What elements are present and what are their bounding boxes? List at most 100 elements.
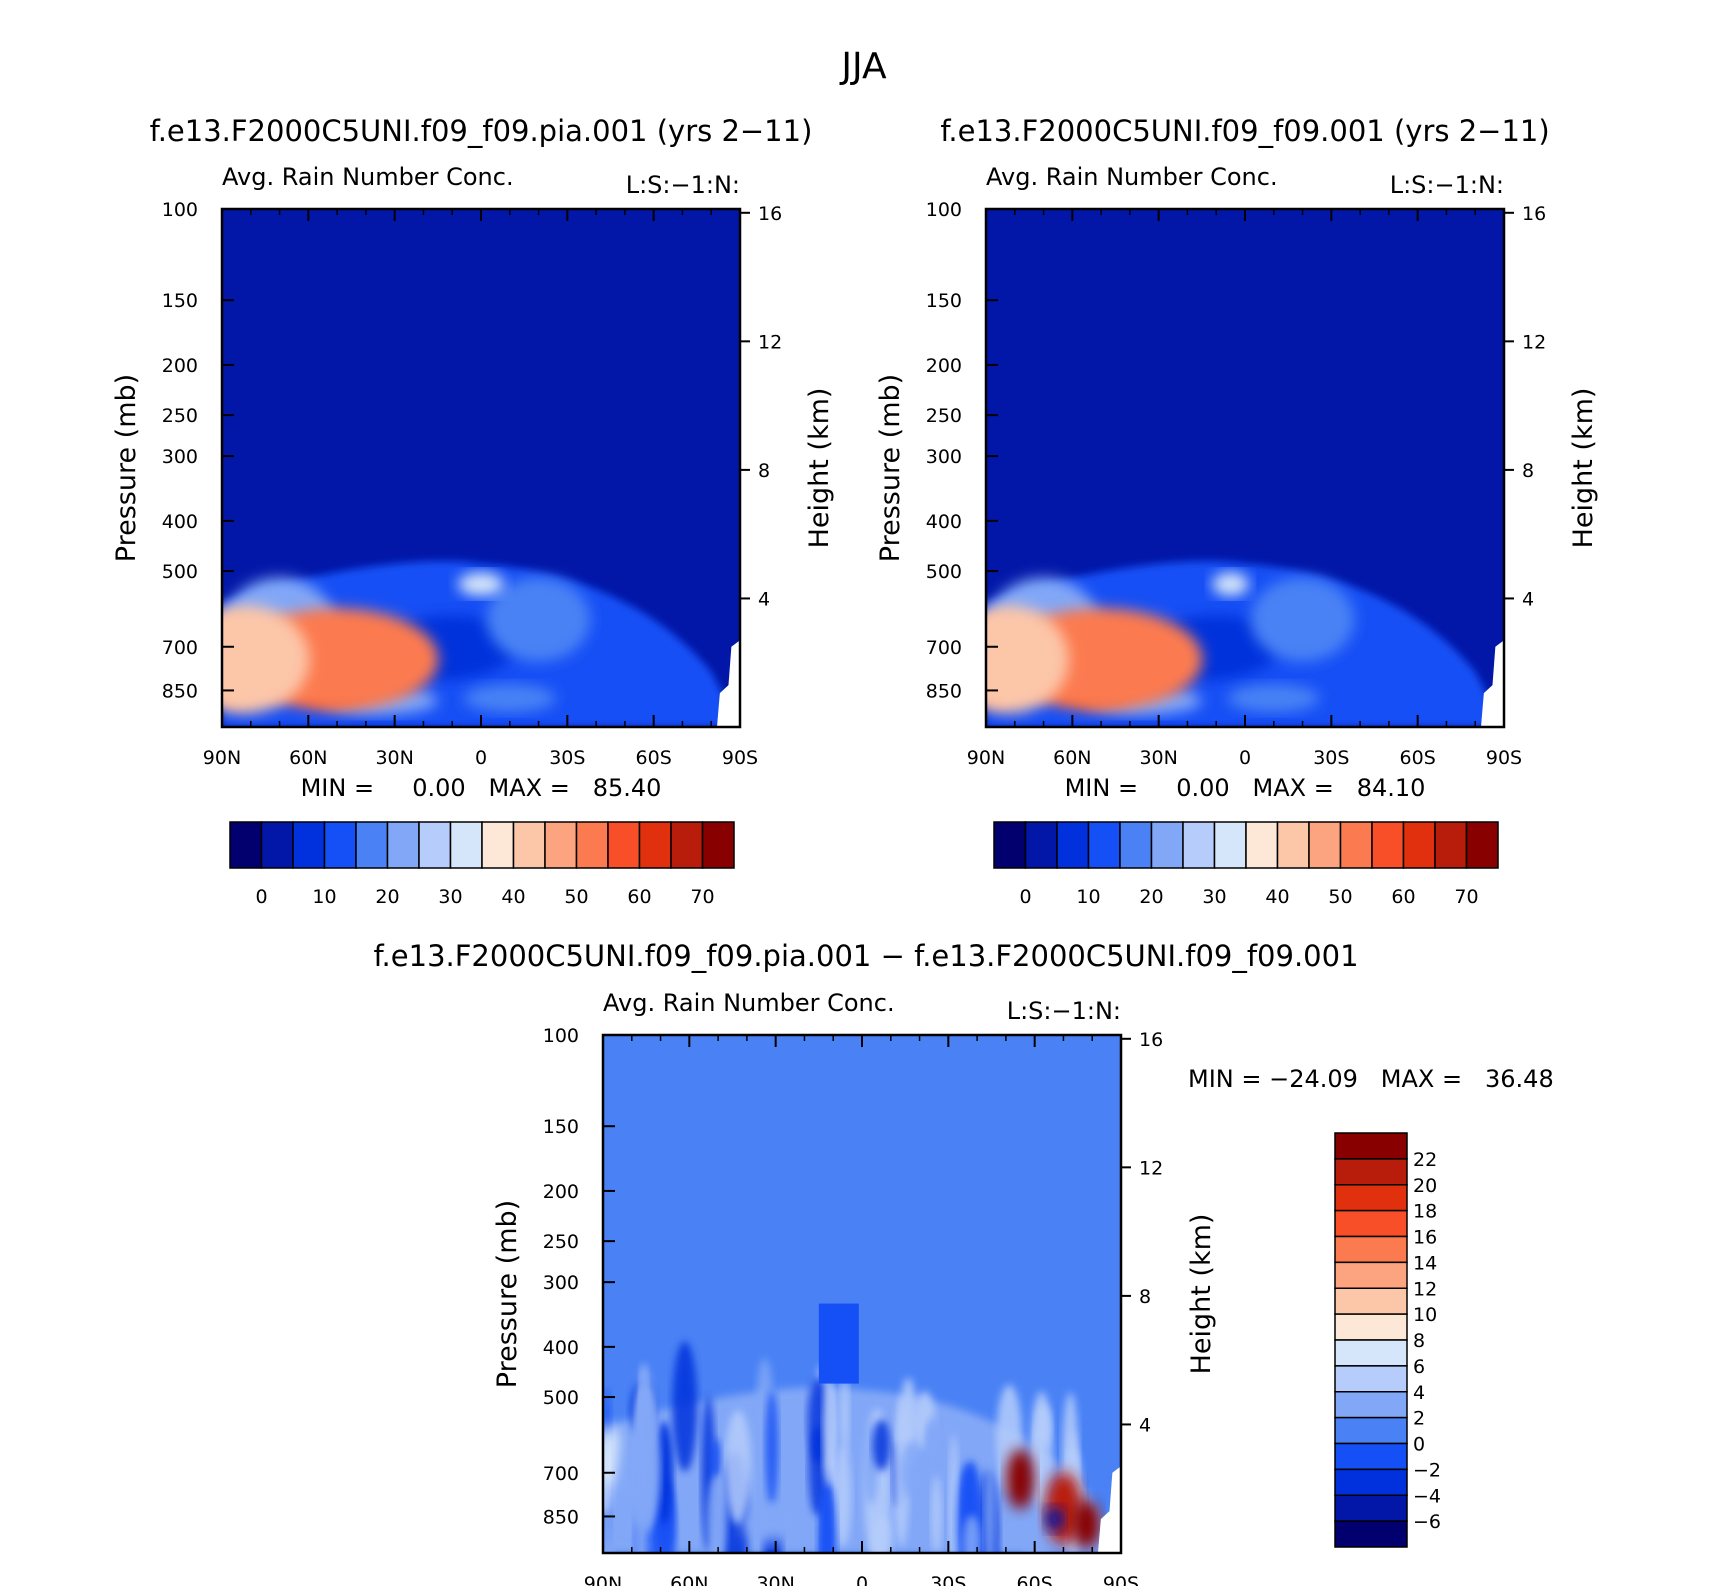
field-patch xyxy=(1033,1424,1043,1507)
y-tick-label: 300 xyxy=(162,446,198,468)
panel-right-colorbar: 0 10 20 30 40 50 60 70 xyxy=(993,821,1499,908)
field-patch xyxy=(984,1452,995,1553)
y-tick-label: 500 xyxy=(162,561,198,583)
panel-diff-units-label: L:S:−1:N: xyxy=(1007,997,1121,1025)
x-tick-label: 90N xyxy=(584,1573,622,1586)
y-tick-label: 300 xyxy=(543,1272,579,1294)
colorbar-swatch xyxy=(386,821,420,869)
colorbar-label: 50 xyxy=(1328,886,1352,908)
colorbar-swatch xyxy=(1334,1158,1408,1186)
field-patch xyxy=(672,1341,698,1472)
field-patch xyxy=(765,1390,779,1506)
field-patch xyxy=(706,1475,727,1553)
y-tick-label: 850 xyxy=(162,680,198,702)
field-feature xyxy=(1045,1507,1065,1532)
field-patch xyxy=(871,1515,893,1553)
colorbar-swatch xyxy=(1334,1287,1408,1315)
field-feature xyxy=(986,605,1069,714)
colorbar-label: −2 xyxy=(1413,1459,1441,1481)
y-right-tick-label: 12 xyxy=(758,331,782,353)
colorbar-label: 10 xyxy=(312,886,336,908)
field-patch xyxy=(724,1409,752,1525)
field-patch xyxy=(893,1396,910,1548)
field-patch xyxy=(920,1512,932,1553)
panel-diff-min-max: MIN = −24.09 MAX = 36.48 xyxy=(1188,1065,1554,1093)
colorbar-swatch xyxy=(1056,821,1090,869)
colorbar-label: 20 xyxy=(1413,1175,1437,1197)
field-patch xyxy=(818,1482,837,1553)
colorbar-swatch xyxy=(1334,1494,1408,1522)
colorbar-label: 40 xyxy=(1265,886,1289,908)
panel-right-ylabel-right: Height (km) xyxy=(1568,388,1599,549)
y-tick-label: 250 xyxy=(926,405,962,427)
missing-data-mask xyxy=(716,640,740,727)
field-patch xyxy=(1024,1498,1049,1553)
x-tick-label: 90N xyxy=(967,747,1005,769)
y-tick-label: 200 xyxy=(162,355,198,377)
y-tick-label: 150 xyxy=(162,290,198,312)
field-feature xyxy=(1072,1500,1101,1549)
colorbar-swatch xyxy=(1334,1261,1408,1289)
panel-left-axes: 90N 60N 30N 0 30S 60S 90S 100 150 200 250 300 400 500… xyxy=(162,199,782,769)
y-right-tick-label: 16 xyxy=(758,203,782,225)
field-patch xyxy=(1227,684,1320,713)
colorbar-swatch xyxy=(1276,821,1310,869)
figure-title: JJA xyxy=(839,46,887,87)
x-tick-label: 90S xyxy=(1103,1573,1139,1586)
x-tick-label: 60S xyxy=(1017,1573,1053,1586)
field-patch xyxy=(927,1415,942,1459)
colorbar-swatch xyxy=(1402,821,1436,869)
x-tick-label: 0 xyxy=(856,1573,868,1586)
panel-right-var-label: Avg. Rain Number Conc. xyxy=(986,163,1278,191)
panel-left-units-label: L:S:−1:N: xyxy=(626,171,740,199)
colorbar-swatch xyxy=(1334,1339,1408,1367)
colorbar-swatch xyxy=(1245,821,1279,869)
panel-diff-case-title: f.e13.F2000C5UNI.f09_f09.pia.001 − f.e13… xyxy=(373,939,1358,973)
field-patch xyxy=(948,1433,959,1553)
y-tick-label: 150 xyxy=(926,290,962,312)
field-patch xyxy=(822,1383,836,1487)
y-right-tick-label: 12 xyxy=(1522,331,1546,353)
y-right-tick-label: 8 xyxy=(1522,460,1534,482)
field-feature xyxy=(222,605,310,714)
field-patch xyxy=(834,1446,852,1547)
panel-left-colorbar: 0 10 20 30 40 50 60 70 xyxy=(229,821,735,908)
y-tick-label: 200 xyxy=(543,1181,579,1203)
panel-right-case-title: f.e13.F2000C5UNI.f09_f09.001 (yrs 2−11) xyxy=(940,114,1549,148)
colorbar-swatch xyxy=(1334,1520,1408,1548)
colorbar-swatch xyxy=(1334,1235,1408,1264)
panel-left: f.e13.F2000C5UNI.f09_f09.pia.001 (yrs 2−… xyxy=(111,114,835,908)
colorbar-swatch xyxy=(449,821,483,869)
y-tick-label: 300 xyxy=(926,446,962,468)
x-tick-label: 90N xyxy=(203,747,241,769)
colorbar-label: 20 xyxy=(375,886,399,908)
x-tick-label: 30S xyxy=(930,1573,966,1586)
field-feature xyxy=(742,1506,798,1543)
colorbar-swatch xyxy=(1182,821,1216,869)
colorbar-swatch xyxy=(1434,821,1468,869)
colorbar-swatch xyxy=(229,821,263,869)
field-patch xyxy=(840,1374,850,1458)
panel-right-plot xyxy=(986,209,1504,727)
colorbar-label: 20 xyxy=(1139,886,1163,908)
colorbar-label: 50 xyxy=(564,886,588,908)
y-tick-label: 500 xyxy=(926,561,962,583)
y-right-tick-label: 16 xyxy=(1522,203,1546,225)
colorbar-swatch xyxy=(323,821,357,869)
colorbar-swatch xyxy=(1087,821,1121,869)
panel-diff-axes: 90N 60N 30N 0 30S 60S 90S 100 150 200 250 300 400 500… xyxy=(543,1025,1163,1586)
panel-diff-ylabel: Pressure (mb) xyxy=(492,1200,523,1388)
panel-right-axes: 90N 60N 30N 0 30S 60S 90S 100 150 200 250 300 400 500… xyxy=(926,199,1546,769)
panel-left-min-max: MIN = 0.00 MAX = 85.40 xyxy=(301,774,662,802)
colorbar-swatch xyxy=(1334,1391,1408,1419)
y-tick-label: 700 xyxy=(543,1463,579,1485)
field-feature xyxy=(1212,572,1250,597)
colorbar-swatch xyxy=(1308,821,1342,869)
colorbar-swatch xyxy=(1334,1468,1408,1496)
field-patch xyxy=(486,577,591,662)
colorbar-swatch xyxy=(1334,1209,1408,1238)
panel-left-ylabel: Pressure (mb) xyxy=(111,374,142,562)
colorbar-label: 12 xyxy=(1413,1278,1437,1300)
colorbar-swatch xyxy=(1334,1313,1408,1341)
